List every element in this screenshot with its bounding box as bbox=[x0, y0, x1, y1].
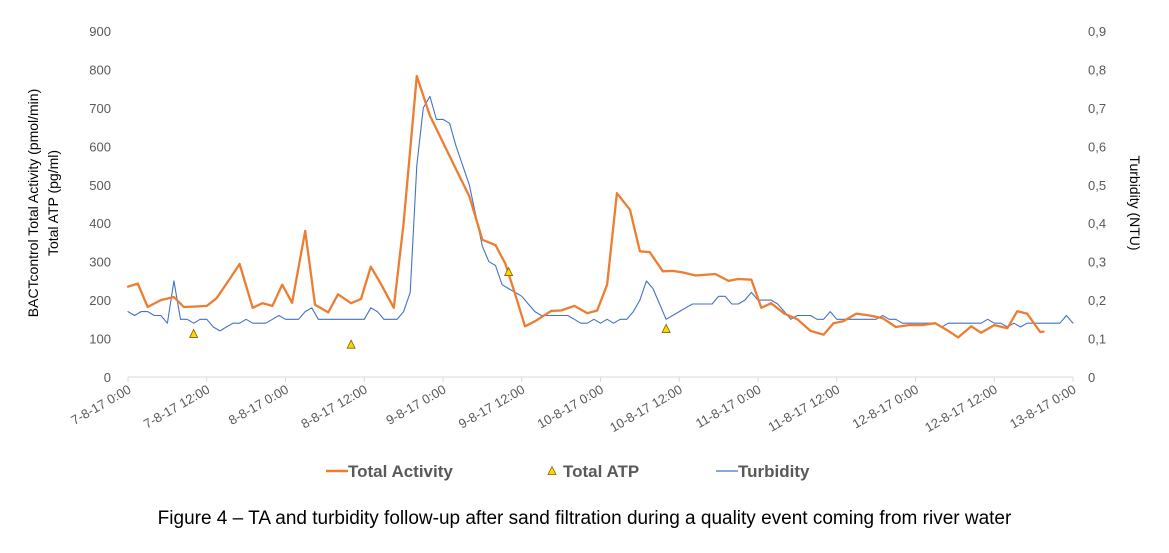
left-y-tick-label: 500 bbox=[89, 178, 111, 193]
right-y-tick-label: 0,8 bbox=[1088, 62, 1106, 77]
x-tick-label: 9-8-17 12:00 bbox=[456, 382, 527, 432]
right-y-axis-ticks: 0 0,1 0,2 0,3 0,4 0,5 0,6 0,7 0,8 0,9 bbox=[1088, 24, 1106, 385]
total-activity-line bbox=[126, 74, 1045, 339]
figure-caption: Figure 4 – TA and turbidity follow-up af… bbox=[157, 508, 1012, 529]
legend-swatch-total-atp bbox=[547, 465, 557, 475]
x-tick-label: 13-8-17 0:00 bbox=[1007, 382, 1078, 432]
right-y-tick-label: 0,9 bbox=[1088, 24, 1106, 39]
x-axis-ticks: 7-8-17 0:00 7-8-17 12:00 8-8-17 0:00 8-8-17… bbox=[68, 377, 1079, 435]
total-atp-point bbox=[503, 266, 514, 276]
x-tick-label: 7-8-17 12:00 bbox=[141, 382, 212, 432]
legend-label-turbidity: Turbidity bbox=[738, 462, 810, 481]
x-tick-label: 11-8-17 0:00 bbox=[693, 382, 764, 431]
series-layer bbox=[126, 74, 1074, 349]
x-tick-label: 10-8-17 0:00 bbox=[535, 382, 606, 432]
x-tick-label: 9-8-17 0:00 bbox=[383, 382, 448, 428]
right-y-tick-label: 0,1 bbox=[1088, 332, 1106, 347]
left-y-axis-ticks: 0 100 200 300 400 500 600 700 800 900 bbox=[89, 24, 111, 385]
right-y-tick-label: 0,3 bbox=[1088, 255, 1106, 270]
x-tick-label: 10-8-17 12:00 bbox=[607, 382, 685, 435]
left-y-tick-label: 300 bbox=[89, 255, 111, 270]
right-y-tick-label: 0,7 bbox=[1088, 101, 1106, 116]
right-y-tick-label: 0,6 bbox=[1088, 139, 1106, 154]
left-y-tick-label: 0 bbox=[104, 370, 111, 385]
left-y-tick-label: 800 bbox=[89, 62, 111, 77]
right-y-tick-label: 0,5 bbox=[1088, 178, 1106, 193]
legend-label-total-atp: Total ATP bbox=[563, 462, 639, 481]
turbidity-line bbox=[127, 95, 1074, 332]
axis-titles: BACTcontrol Total Activity (pmol/min) To… bbox=[25, 89, 1143, 317]
right-y-axis-title: Turbidity (NTU) bbox=[1127, 155, 1143, 250]
left-y-tick-label: 700 bbox=[89, 101, 111, 116]
left-y-axis-title-line-1: BACTcontrol Total Activity (pmol/min) bbox=[25, 89, 41, 317]
x-tick-label: 12-8-17 0:00 bbox=[850, 382, 921, 432]
legend-label-total-activity: Total Activity bbox=[348, 462, 453, 481]
x-tick-label: 8-8-17 12:00 bbox=[298, 382, 369, 432]
legend: Total Activity Total ATP Turbidity bbox=[326, 462, 810, 481]
right-y-tick-label: 0 bbox=[1088, 370, 1095, 385]
left-y-tick-label: 900 bbox=[89, 24, 111, 39]
right-y-tick-label: 0,2 bbox=[1088, 293, 1106, 308]
left-y-tick-label: 600 bbox=[89, 139, 111, 154]
total-atp-point bbox=[346, 339, 356, 349]
left-y-tick-label: 100 bbox=[89, 332, 111, 347]
left-y-tick-label: 400 bbox=[89, 216, 111, 231]
x-tick-label: 7-8-17 0:00 bbox=[68, 382, 133, 428]
right-y-tick-label: 0,4 bbox=[1088, 216, 1106, 231]
total-atp-point bbox=[188, 328, 199, 338]
total-atp-point bbox=[661, 323, 671, 333]
left-y-tick-label: 200 bbox=[89, 293, 111, 308]
x-tick-label: 11-8-17 12:00 bbox=[765, 382, 842, 435]
x-tick-label: 12-8-17 12:00 bbox=[922, 382, 1000, 435]
left-y-axis-title-line-2: Total ATP (pg/ml) bbox=[45, 150, 61, 256]
x-tick-label: 8-8-17 0:00 bbox=[226, 382, 291, 428]
